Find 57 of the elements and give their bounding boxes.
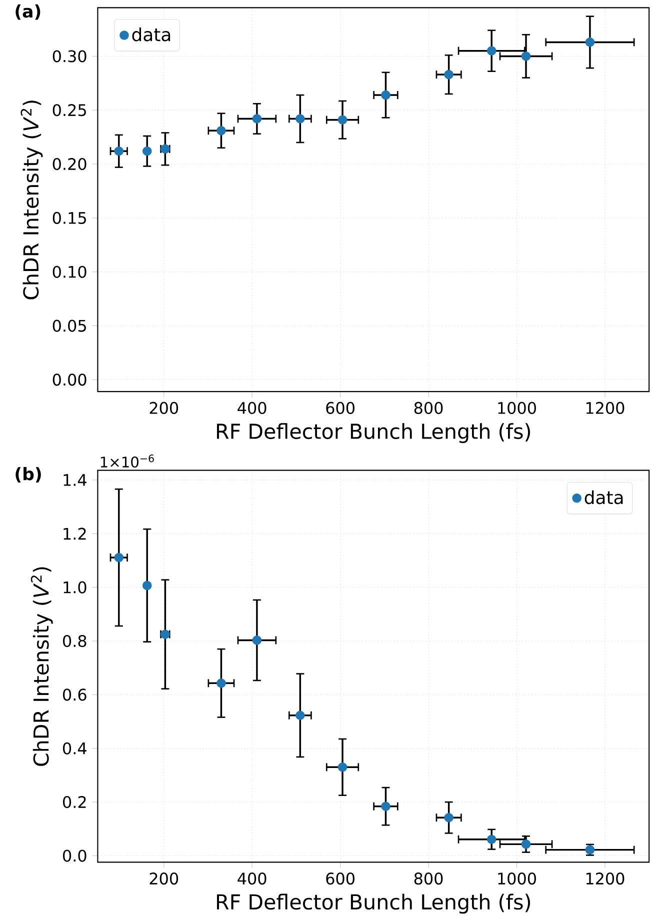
x-tick-label: 200	[150, 872, 178, 885]
point	[296, 710, 305, 720]
point	[444, 812, 454, 822]
y-tick-label: 0.05	[52, 320, 86, 332]
y-tick-label: 0.30	[52, 50, 86, 62]
y-tick-label: 0.6	[63, 688, 86, 701]
point	[142, 146, 152, 156]
point	[296, 114, 305, 124]
x-axis-title: RF Deflector Bunch Length (fs)	[216, 423, 530, 444]
y-axis-title: ChDR Intensity (V$^{2}$)	[20, 100, 43, 300]
point	[142, 580, 152, 590]
y-tick-label: 0.00	[52, 374, 86, 386]
x-tick-label: 1200	[586, 872, 624, 885]
y-tick-label: 0.0	[63, 850, 86, 862]
y-tick-label: 0.10	[52, 266, 86, 278]
y-tick-label: 0.15	[52, 212, 86, 224]
y-tick-label: 0.25	[52, 104, 86, 116]
point	[338, 762, 348, 772]
y-tick-label: 1.4	[64, 474, 86, 486]
point	[114, 552, 124, 562]
text: 1×10$^{−6}$	[100, 454, 154, 468]
x-tick-label: 600	[326, 402, 354, 414]
point	[486, 46, 496, 56]
x-tick-label: 1000	[498, 872, 536, 885]
legend-label: data	[132, 27, 170, 42]
point	[521, 52, 531, 61]
point	[444, 70, 454, 80]
x-tick-label: 800	[414, 402, 443, 414]
point	[381, 802, 390, 811]
point	[252, 636, 262, 645]
point	[338, 115, 348, 124]
x-axis-title: RF Deflector Bunch Length (fs)	[216, 894, 530, 914]
y-tick-label: 0.4	[63, 742, 86, 754]
chart-title: (a)	[16, 4, 40, 20]
x-tick-label: 400	[238, 402, 266, 414]
point	[521, 840, 531, 849]
y-axis-title: ChDR Intensity (V$^{2}$)	[30, 567, 53, 766]
x-tick-label: 600	[326, 872, 354, 885]
x-tick-label: 1000	[498, 402, 536, 414]
y-tick-label: 0.8	[63, 634, 86, 648]
x-tick-label: 1200	[586, 402, 624, 414]
x-tick-label: 200	[150, 402, 178, 414]
chart-title: (b)	[16, 467, 41, 482]
point	[114, 146, 124, 156]
y-tick-label: 1.0	[64, 581, 86, 594]
y-tick-label: 0.20	[52, 158, 86, 170]
legend-label: data	[584, 490, 623, 504]
point	[486, 834, 496, 844]
point	[216, 678, 226, 688]
y-tick-label: 1.2	[64, 528, 86, 540]
y-tick-label: 0.2	[63, 796, 86, 808]
x-tick-label: 800	[414, 872, 443, 885]
point	[381, 90, 390, 100]
point	[252, 114, 262, 124]
point	[585, 38, 595, 47]
x-tick-label: 400	[238, 872, 266, 885]
point	[216, 126, 226, 136]
